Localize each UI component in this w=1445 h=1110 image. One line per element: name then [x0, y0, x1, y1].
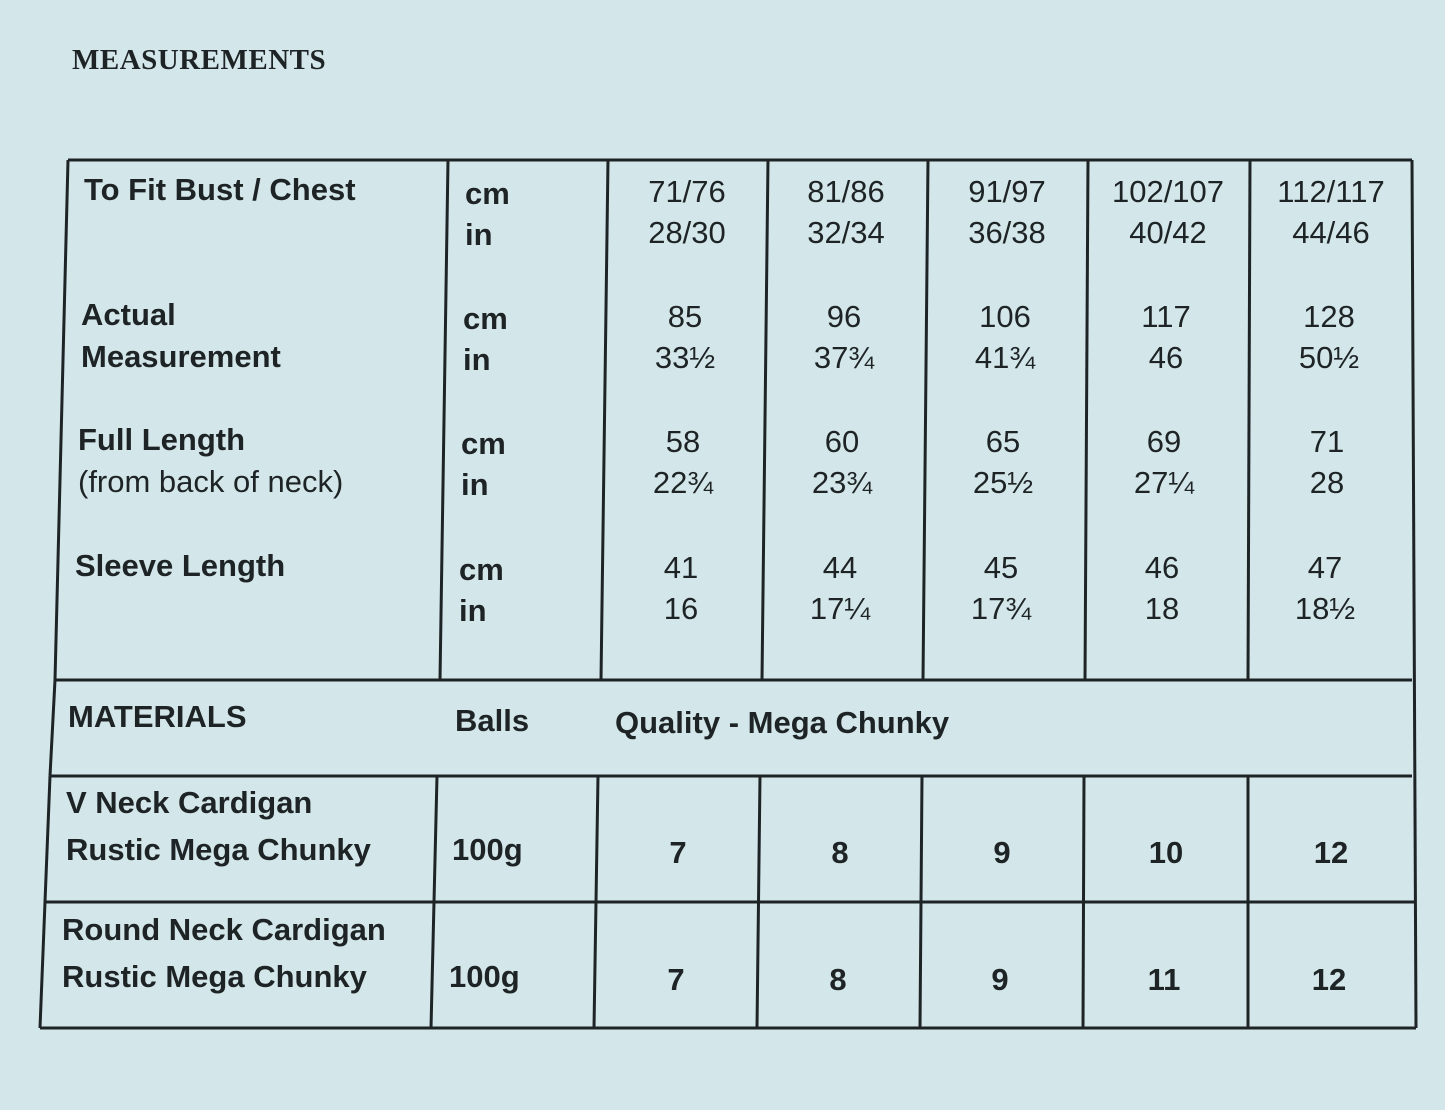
ball-count: 10 [1148, 835, 1184, 870]
border [921, 159, 930, 681]
size-value: 27¼ [1133, 465, 1195, 500]
size-value: 40/42 [1129, 215, 1207, 250]
border [429, 775, 439, 1029]
unit: cm [461, 426, 506, 461]
section-title: MATERIALS [68, 699, 247, 734]
border [1081, 775, 1086, 1029]
border [760, 159, 770, 681]
size-value: 17¾ [970, 591, 1032, 626]
size-value: 65 [985, 424, 1021, 459]
ball-count: 12 [1311, 962, 1347, 997]
size-value: 46 [1148, 340, 1184, 375]
unit: in [461, 467, 489, 502]
size-value: 47 [1307, 550, 1343, 585]
material-name: Rustic Mega Chunky [66, 832, 371, 867]
ball-count: 8 [829, 962, 847, 997]
size-value: 33½ [654, 340, 716, 375]
row-label: Sleeve Length [75, 548, 286, 583]
size-value: 50½ [1298, 340, 1360, 375]
ball-count: 9 [993, 835, 1011, 870]
unit: in [463, 342, 491, 377]
ball-count: 7 [667, 962, 685, 997]
weight: 100g [449, 959, 520, 994]
size-value: 23¾ [811, 465, 873, 500]
border [918, 775, 924, 1029]
row-label: Actual [81, 297, 176, 332]
size-value: 81/86 [807, 174, 885, 209]
row-label: To Fit Bust / Chest [84, 172, 356, 207]
border [53, 159, 70, 681]
unit: Balls [455, 703, 530, 738]
size-value: 46 [1144, 550, 1180, 585]
border [38, 901, 47, 1029]
row-label: Full Length [78, 422, 246, 457]
size-value: 25½ [972, 465, 1034, 500]
border [755, 775, 762, 1029]
size-value: 36/38 [968, 215, 1046, 250]
size-value: 106 [979, 299, 1031, 334]
unit: cm [463, 301, 508, 336]
size-value: 117 [1141, 299, 1191, 334]
size-value: 71/76 [648, 174, 726, 209]
unit: in [465, 217, 493, 252]
ball-count: 12 [1313, 835, 1349, 870]
size-value: 18½ [1294, 591, 1356, 626]
size-value: 41 [663, 550, 699, 585]
size-value: 45 [983, 550, 1019, 585]
size-value: 58 [665, 424, 701, 459]
material-name: Rustic Mega Chunky [62, 959, 367, 994]
size-value: 96 [826, 299, 862, 334]
unit: cm [465, 176, 510, 211]
size-value: 128 [1303, 299, 1355, 334]
size-value: 71 [1309, 424, 1345, 459]
size-value: 18 [1144, 591, 1180, 626]
size-value: 41¾ [974, 340, 1036, 375]
quality: Quality - Mega Chunky [615, 705, 950, 740]
unit: in [459, 593, 487, 628]
border [599, 159, 610, 681]
size-value: 69 [1146, 424, 1182, 459]
border [438, 159, 450, 681]
ball-count: 11 [1147, 962, 1181, 997]
weight: 100g [452, 832, 523, 867]
ball-count: 7 [669, 835, 687, 870]
size-value: 37¾ [813, 340, 875, 375]
border [1410, 159, 1418, 1029]
page-title: MEASUREMENTS [72, 44, 327, 76]
size-value: 32/34 [807, 215, 885, 250]
unit: cm [459, 552, 504, 587]
border [43, 775, 52, 903]
row-note: (from back of neck) [78, 464, 344, 499]
size-value: 22¾ [652, 465, 714, 500]
size-value: 16 [663, 591, 699, 626]
border [592, 775, 600, 1029]
size-value: 44 [822, 550, 858, 585]
material-name: V Neck Cardigan [66, 785, 313, 820]
size-value: 17¼ [809, 591, 871, 626]
ball-count: 8 [831, 835, 849, 870]
row-label: Measurement [81, 339, 281, 374]
size-value: 60 [824, 424, 860, 459]
size-value: 28 [1309, 465, 1345, 500]
size-value: 44/46 [1292, 215, 1370, 250]
border [48, 679, 57, 777]
border [1083, 159, 1090, 681]
size-value: 102/107 [1111, 174, 1225, 209]
size-value: 112/117 [1277, 174, 1385, 209]
size-value: 91/97 [968, 174, 1046, 209]
material-name: Round Neck Cardigan [62, 912, 386, 947]
size-value: 28/30 [648, 215, 726, 250]
ball-count: 9 [991, 962, 1009, 997]
border [1246, 159, 1252, 681]
size-value: 85 [667, 299, 703, 334]
